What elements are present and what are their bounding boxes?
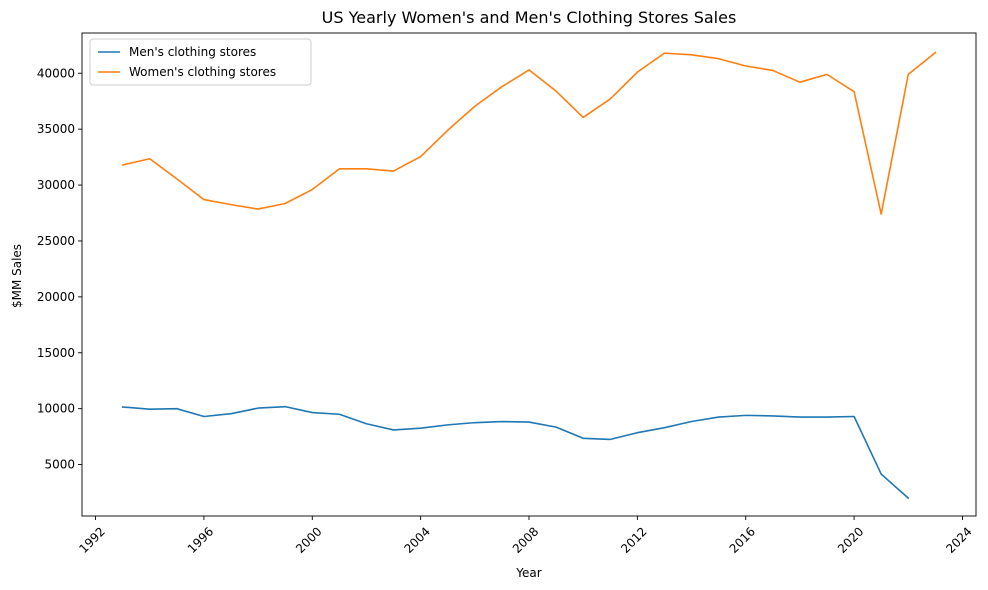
- y-tick-label: 5000: [44, 458, 75, 472]
- series-line-1: [121, 51, 937, 215]
- legend: Men's clothing stores Women's clothing st…: [89, 38, 312, 86]
- y-tick-label: 20000: [37, 290, 75, 304]
- y-tick-label: 15000: [37, 346, 75, 360]
- legend-label-1: Women's clothing stores: [129, 65, 276, 79]
- y-tick-label: 40000: [37, 66, 75, 80]
- x-axis-label: Year: [515, 566, 541, 580]
- y-tick-label: 25000: [37, 234, 75, 248]
- y-axis-label: $MM Sales: [10, 244, 24, 308]
- y-tick-label: 30000: [37, 178, 75, 192]
- y-tick-label: 10000: [37, 402, 75, 416]
- legend-label-0: Men's clothing stores: [129, 45, 256, 59]
- legend-box: [89, 38, 312, 86]
- series-line-0: [121, 405, 910, 500]
- chart-title: US Yearly Women's and Men's Clothing Sto…: [322, 8, 737, 27]
- y-tick-label: 35000: [37, 122, 75, 136]
